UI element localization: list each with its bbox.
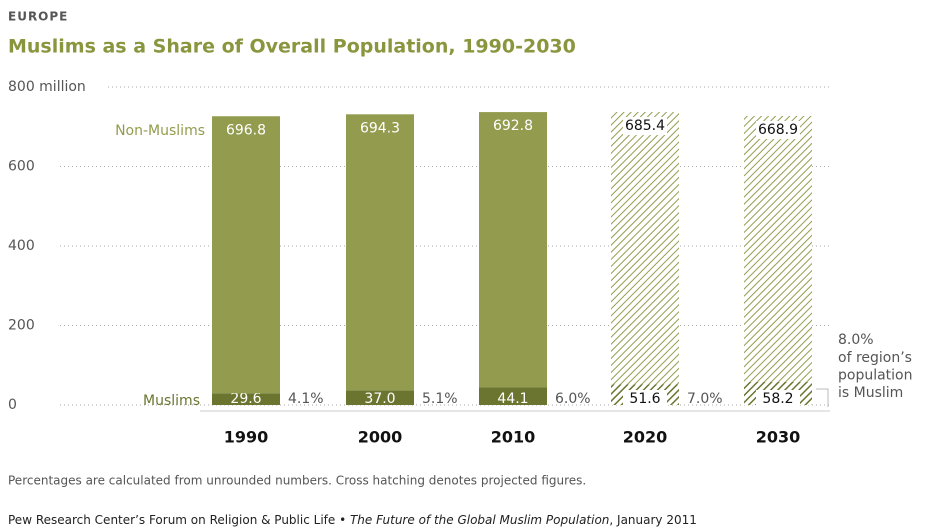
bar-segment (479, 387, 547, 405)
bar-segment (611, 112, 679, 385)
bar-segment (212, 116, 280, 394)
label-box (756, 120, 800, 139)
bar-segment (212, 393, 280, 405)
label-box (623, 117, 667, 136)
value-label: 685.4 (625, 118, 665, 134)
share-label: 5.1% (422, 391, 458, 407)
value-label: 37.0 (364, 391, 395, 407)
x-tick-label: 2010 (491, 428, 536, 447)
bar-segment (744, 115, 812, 382)
note: Percentages are calculated from unrounde… (8, 474, 586, 488)
source-part: , January 2011 (609, 513, 696, 527)
source-title: The Future of the Global Muslim Populati… (350, 513, 609, 527)
share-label: 6.0% (555, 391, 591, 407)
legend-label: Non-Muslims (115, 123, 205, 139)
x-tick-label: 2000 (358, 428, 403, 447)
value-label: 44.1 (497, 391, 528, 407)
x-tick-label: 1990 (224, 428, 269, 447)
y-tick-label: 600 (8, 159, 35, 175)
source-part: Pew Research Center’s Forum on Religion … (8, 513, 350, 527)
share-annotation: of region’s (838, 350, 912, 366)
kicker: EUROPE (8, 10, 68, 24)
legend-label: Muslims (143, 393, 200, 409)
y-tick-label: 0 (8, 397, 17, 413)
bar-segment (479, 112, 547, 388)
source: Pew Research Center’s Forum on Religion … (8, 513, 697, 527)
bar-segment (346, 114, 414, 391)
share-annotation: population (838, 368, 913, 384)
share-label: 4.1% (288, 391, 324, 407)
value-label: 696.8 (226, 122, 266, 138)
value-label: 58.2 (762, 391, 793, 407)
x-tick-label: 2030 (756, 428, 801, 447)
value-label: 692.8 (493, 118, 533, 134)
value-label: 668.9 (758, 122, 798, 138)
label-box (756, 390, 800, 408)
share-label: 7.0% (687, 391, 723, 407)
y-tick-label: 200 (8, 318, 35, 334)
y-tick-label: 400 (8, 238, 35, 254)
share-label: 8.0% (838, 332, 874, 348)
y-tick-label: 800 million (8, 79, 86, 95)
value-label: 29.6 (230, 391, 261, 407)
annotation-bracket (816, 388, 829, 407)
share-annotation: is Muslim (838, 385, 903, 401)
bar-segment (346, 390, 414, 405)
value-label: 694.3 (360, 120, 400, 136)
x-tick-label: 2020 (623, 428, 668, 447)
chart-title: Muslims as a Share of Overall Population… (8, 36, 576, 58)
label-box (623, 390, 667, 408)
value-label: 51.6 (629, 391, 660, 407)
